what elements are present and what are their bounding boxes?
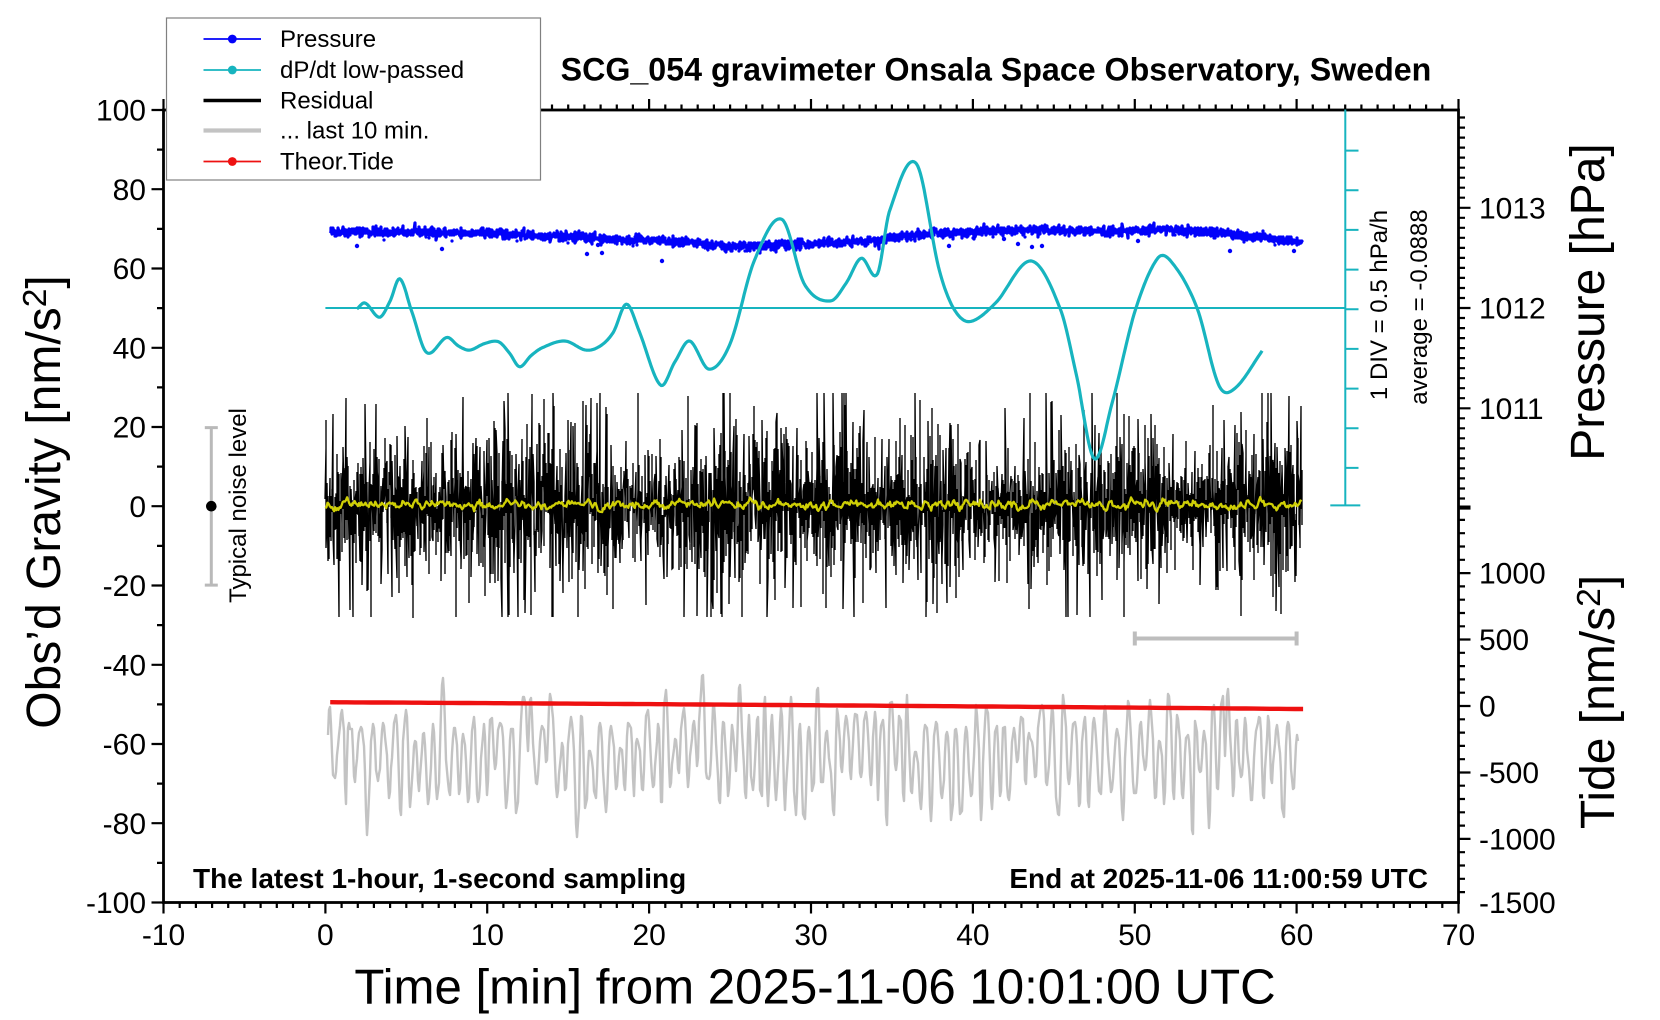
svg-text:0: 0 — [129, 491, 146, 524]
svg-text:-1000: -1000 — [1479, 823, 1556, 856]
svg-text:10: 10 — [471, 919, 504, 952]
svg-text:The latest 1-hour, 1-second sa: The latest 1-hour, 1-second sampling — [193, 863, 686, 894]
svg-text:-60: -60 — [103, 729, 146, 762]
svg-text:60: 60 — [113, 253, 146, 286]
svg-text:20: 20 — [632, 919, 665, 952]
svg-text:-20: -20 — [103, 570, 146, 603]
svg-text:1 DIV = 0.5 hPa/h: 1 DIV = 0.5 hPa/h — [1366, 210, 1393, 400]
svg-text:-10: -10 — [142, 919, 185, 952]
svg-text:Obs’d Gravity [nm/s2]: Obs’d Gravity [nm/s2] — [17, 275, 71, 728]
svg-text:0: 0 — [1479, 691, 1496, 724]
svg-text:-40: -40 — [103, 649, 146, 682]
svg-text:... last 10 min.: ... last 10 min. — [280, 118, 429, 145]
svg-text:20: 20 — [113, 412, 146, 445]
svg-text:1011: 1011 — [1479, 393, 1544, 426]
svg-text:40: 40 — [956, 919, 989, 952]
svg-text:60: 60 — [1280, 919, 1313, 952]
svg-text:Pressure: Pressure — [280, 26, 376, 53]
svg-text:80: 80 — [113, 174, 146, 207]
svg-text:-1500: -1500 — [1479, 887, 1556, 920]
svg-text:-80: -80 — [103, 808, 146, 841]
svg-text:50: 50 — [1118, 919, 1151, 952]
svg-text:70: 70 — [1442, 919, 1475, 952]
svg-text:Typical noise level: Typical noise level — [225, 408, 252, 603]
svg-text:30: 30 — [794, 919, 827, 952]
svg-text:-100: -100 — [86, 887, 146, 920]
svg-text:average = -0.0888: average = -0.0888 — [1406, 209, 1433, 404]
svg-text:1012: 1012 — [1479, 293, 1546, 326]
svg-text:End at 2025-11-06 11:00:59 UTC: End at 2025-11-06 11:00:59 UTC — [1009, 863, 1428, 894]
svg-text:1000: 1000 — [1479, 558, 1546, 591]
svg-text:-500: -500 — [1479, 757, 1539, 790]
svg-text:Theor.Tide: Theor.Tide — [280, 149, 394, 176]
svg-text:0: 0 — [317, 919, 334, 952]
svg-text:1013: 1013 — [1479, 192, 1546, 225]
svg-text:Tide [nm/s2]: Tide [nm/s2] — [1571, 575, 1625, 829]
svg-text:Pressure [hPa]: Pressure [hPa] — [1562, 143, 1615, 460]
svg-text:Time [min] from 2025-11-06 10:: Time [min] from 2025-11-06 10:01:00 UTC — [354, 960, 1275, 1015]
svg-text:500: 500 — [1479, 624, 1529, 657]
svg-text:dP/dt low-passed: dP/dt low-passed — [280, 57, 464, 84]
svg-text:SCG_054 gravimeter Onsala Spac: SCG_054 gravimeter Onsala Space Observat… — [561, 52, 1432, 88]
svg-text:100: 100 — [96, 95, 146, 128]
svg-text:Residual: Residual — [280, 88, 373, 115]
svg-text:40: 40 — [113, 332, 146, 365]
